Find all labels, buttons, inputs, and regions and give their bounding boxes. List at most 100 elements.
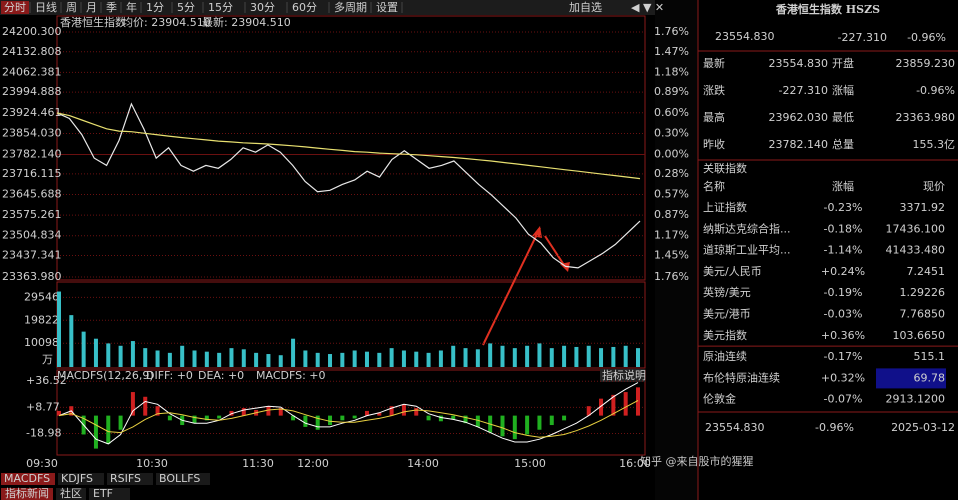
related-name[interactable]: 布伦特原油连续 <box>703 370 780 384</box>
toolbar-tab[interactable]: 30分 <box>250 1 275 14</box>
volume-tick-label: 10098 <box>24 336 59 349</box>
volume-bar <box>438 350 443 367</box>
pct-tick-label: 1.17% <box>654 229 689 242</box>
toolbar-tab[interactable]: 1分 <box>146 1 164 14</box>
toolbar-tab[interactable]: 设置 <box>376 1 398 14</box>
toolbar-tab[interactable]: 季 <box>106 1 117 14</box>
y-tick-label: 23363.980 <box>2 270 62 283</box>
add-favorite[interactable]: 加自选 <box>569 1 602 14</box>
related-name[interactable]: 纳斯达克综合指... <box>703 221 791 235</box>
macd-bar <box>241 408 246 416</box>
arrow <box>482 227 541 346</box>
macd-bar <box>586 406 591 416</box>
related-price: 7.76850 <box>900 308 946 321</box>
volume-bar <box>488 343 493 367</box>
volume-bar <box>93 338 98 367</box>
macd-bar <box>463 415 468 424</box>
related-name[interactable]: 美元/港币 <box>703 308 751 321</box>
macd-bar <box>537 415 542 430</box>
toolbar-tab[interactable]: 5分 <box>177 1 195 14</box>
macd-bar <box>512 415 517 440</box>
macd-bar <box>525 415 530 435</box>
pct-tick-label: 1.45% <box>654 249 689 262</box>
macd-bar <box>414 408 419 416</box>
related-header: 名称 <box>703 179 725 193</box>
indicator-tab[interactable]: BOLLFS <box>159 472 200 485</box>
volume-unit: 万 <box>42 353 53 366</box>
bottom-tab[interactable]: 指标新闻 <box>5 486 49 500</box>
toolbar <box>0 0 655 15</box>
volume-bar <box>155 350 160 367</box>
toolbar-tab[interactable]: 日线 <box>35 0 57 14</box>
toolbar-icons[interactable]: ◀ ▼ ✕ <box>631 1 664 14</box>
y-tick-label: 24200.300 <box>2 25 62 38</box>
related-name[interactable]: 英镑/美元 <box>703 285 751 299</box>
pct-tick-label: 1.76% <box>654 270 689 283</box>
volume-tick-label: 19822 <box>24 313 59 326</box>
price-line <box>56 102 641 269</box>
toolbar-tab[interactable]: 周 <box>66 1 77 14</box>
volume-bar <box>636 348 640 367</box>
related-pct: -1.14% <box>824 244 863 257</box>
volume-bar <box>401 350 406 367</box>
quote-change: -227.310 <box>838 31 887 44</box>
quote-label: 最高 <box>703 110 725 124</box>
toolbar-tab[interactable]: 分时 <box>4 1 26 14</box>
toolbar-tab[interactable]: 月 <box>86 1 97 14</box>
macd-bar <box>192 415 197 424</box>
indicator-tab[interactable]: RSIFS <box>110 472 141 485</box>
quote-value: -227.310 <box>779 84 828 97</box>
related-name[interactable]: 伦敦金 <box>703 392 736 406</box>
chart-title: 香港恒生指数 <box>60 15 126 29</box>
macd-bar <box>500 415 505 437</box>
quote-label: 涨跌 <box>703 83 725 97</box>
macd-bar <box>340 415 345 421</box>
volume-tick-label: 29546 <box>24 290 59 303</box>
pct-tick-label: 1.76% <box>654 25 689 38</box>
watermark: 知乎 @来自股市的猩猩 <box>640 454 754 468</box>
indicator-tab[interactable]: KDJFS <box>61 472 93 485</box>
related-name[interactable]: 上证指数 <box>703 200 747 214</box>
macd-help[interactable]: 指标说明 <box>602 368 646 382</box>
volume-bar <box>500 345 505 367</box>
toolbar-tab[interactable]: 年 <box>126 0 137 14</box>
bottom-tab[interactable]: ETF <box>93 487 113 500</box>
related-name[interactable]: 美元/人民币 <box>703 265 762 278</box>
x-tick-label: 11:30 <box>242 457 274 470</box>
toolbar-tab[interactable]: 60分 <box>292 1 317 14</box>
toolbar-tab[interactable]: 15分 <box>208 1 233 14</box>
macd-bar <box>352 415 357 419</box>
volume-bar <box>340 352 345 367</box>
indicator-tab[interactable]: MACDFS <box>4 472 50 485</box>
quote-label: 开盘 <box>832 56 854 70</box>
y-tick-label: 23437.341 <box>2 249 62 262</box>
volume-bar <box>475 349 480 367</box>
related-name[interactable]: 道琼斯工业平均... <box>703 243 791 257</box>
related-price: 3371.92 <box>900 201 946 214</box>
gap <box>655 0 698 500</box>
toolbar-tab[interactable]: 多周期 <box>334 0 367 14</box>
macd-bar <box>278 408 283 416</box>
macd-bar <box>389 406 394 416</box>
bottom-tab-bg <box>1 488 53 500</box>
bottom-tab[interactable]: 社区 <box>60 486 82 500</box>
related-price: 7.2451 <box>907 265 946 278</box>
related-pct: +0.32% <box>821 371 865 384</box>
pct-tick-label: 0.28% <box>654 167 689 180</box>
macd-bar <box>106 415 111 444</box>
related-pct: -0.07% <box>824 393 863 406</box>
x-tick-label: 10:30 <box>136 457 168 470</box>
arrow-head <box>532 226 542 238</box>
quote-value: 23782.140 <box>769 138 829 151</box>
volume-bar <box>352 350 357 367</box>
related-name[interactable]: 美元指数 <box>703 328 747 342</box>
pct-tick-label: 0.57% <box>654 187 689 200</box>
volume-bar <box>241 349 246 367</box>
related-name[interactable]: 原油连续 <box>703 349 747 363</box>
volume-bar <box>549 348 554 367</box>
y-tick-label: 23782.140 <box>2 148 62 161</box>
quote-value: 23859.230 <box>896 57 956 70</box>
macd-bar <box>328 415 333 426</box>
quote-last: 23554.830 <box>715 30 775 43</box>
